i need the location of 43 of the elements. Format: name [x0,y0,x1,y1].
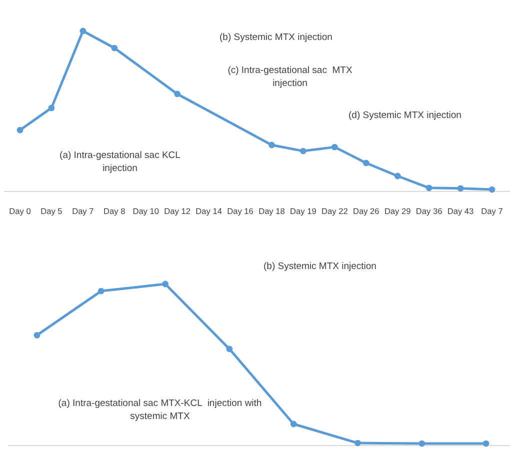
annotation: (a) Intra-gestational sac MTX-KCL injection with systemic MTX [58,398,262,422]
point [111,44,118,52]
x-tick-label: Day 36 [416,206,443,216]
point [48,104,55,112]
point [300,148,306,154]
point [354,440,361,446]
x-tick-label: Day 10 [132,206,160,216]
x-tick-label: Day 19 [290,206,317,216]
point [226,346,233,352]
point [362,160,370,166]
annotation: (c) Intra-gestational sac MTX injection [228,65,353,89]
point [174,90,181,98]
x-tick-label: Day 7 [481,206,504,216]
point [290,420,297,428]
point [34,332,40,338]
x-tick-label: Day 18 [258,206,286,216]
point [268,142,275,148]
annotation: (b) Systemic MTX injection [220,32,332,43]
x-tick-label: Day 5 [40,206,63,216]
point [488,186,496,193]
text: (b) Systemic MTX injection [264,261,376,272]
x-tick-label: Day 7 [72,206,94,216]
point [418,440,426,447]
point [482,440,490,447]
x-tick-label: Day 26 [352,206,380,216]
x-tick-label: Day 14 [196,206,222,216]
x-tick-label: Day 29 [384,206,412,216]
x-tick-label: Day 22 [322,206,348,216]
x-tick-label: Day 12 [164,206,191,216]
point [426,184,432,192]
x-tick-label: Day 16 [227,206,254,216]
point [98,288,104,294]
annotation: (a) Intra-gestational sac KCL injection [60,150,180,174]
point [16,126,24,134]
x-tick-label: Day 0 [9,206,32,216]
point [80,28,86,34]
point [162,280,168,288]
point [331,144,338,150]
x-tick-label: Day 8 [104,206,126,216]
annotation: (d) Systemic MTX injection [348,110,462,121]
x-tick-label: Day 43 [447,206,474,216]
point [457,185,464,192]
point [394,172,401,180]
